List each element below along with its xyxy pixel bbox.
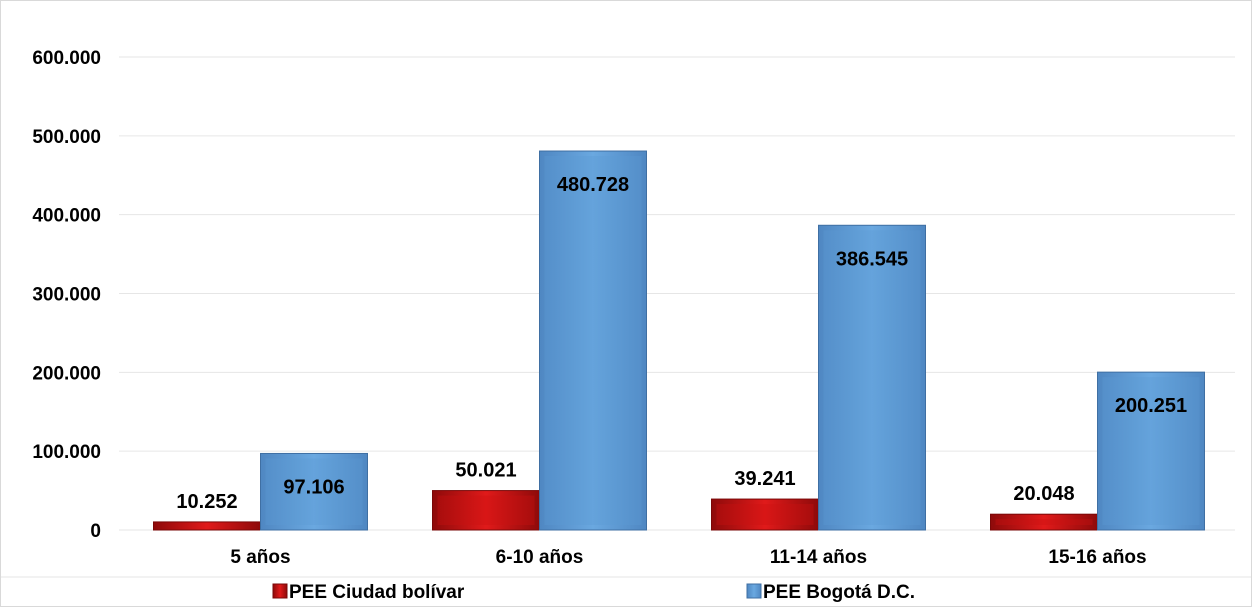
legend-swatch	[272, 583, 288, 599]
data-label: 386.545	[836, 248, 908, 270]
y-tick-label: 400.000	[32, 206, 101, 227]
bar-face	[437, 495, 535, 525]
y-tick-label: 0	[90, 521, 101, 542]
bar-face	[995, 519, 1093, 525]
x-tick-label: 15-16 años	[1048, 547, 1146, 568]
legend-item: PEE Ciudad bolívar	[272, 582, 465, 603]
data-label: 39.241	[734, 468, 795, 490]
legend-swatch	[746, 583, 762, 599]
x-tick-label: 5 años	[230, 547, 290, 568]
bar	[260, 452, 368, 531]
y-tick-label: 300.000	[32, 285, 101, 306]
bar-group	[260, 452, 368, 531]
bar	[1097, 371, 1205, 531]
y-tick-label: 500.000	[32, 127, 101, 148]
bar-group	[990, 513, 1098, 531]
legend-label: PEE Ciudad bolívar	[289, 582, 465, 603]
bar-group	[711, 498, 819, 531]
bar-group	[818, 224, 926, 531]
bar-face	[823, 230, 921, 526]
bar	[539, 150, 647, 531]
x-tick-label: 11-14 años	[770, 547, 867, 568]
data-label: 10.252	[176, 491, 237, 513]
x-tick-label: 6-10 años	[496, 547, 584, 568]
y-tick-label: 100.000	[32, 442, 101, 463]
legend-item: PEE Bogotá D.C.	[746, 582, 915, 603]
bar-face	[544, 156, 642, 525]
bar-face	[1102, 377, 1200, 525]
data-label: 200.251	[1115, 395, 1187, 417]
data-label: 97.106	[283, 476, 344, 498]
bar-group	[1097, 371, 1205, 531]
bar	[432, 490, 540, 531]
bar	[711, 498, 819, 531]
bar-face	[716, 504, 814, 525]
bar	[153, 521, 261, 531]
bar-group	[432, 490, 540, 531]
data-label: 480.728	[557, 174, 629, 196]
data-label: 20.048	[1013, 483, 1074, 505]
bar	[818, 224, 926, 531]
y-tick-label: 200.000	[32, 363, 101, 384]
legend-label: PEE Bogotá D.C.	[763, 582, 915, 603]
y-tick-label: 600.000	[32, 48, 101, 69]
bar-face	[265, 458, 363, 525]
bar-group	[153, 521, 261, 531]
bar-group	[539, 150, 647, 531]
data-label: 50.021	[455, 460, 516, 482]
